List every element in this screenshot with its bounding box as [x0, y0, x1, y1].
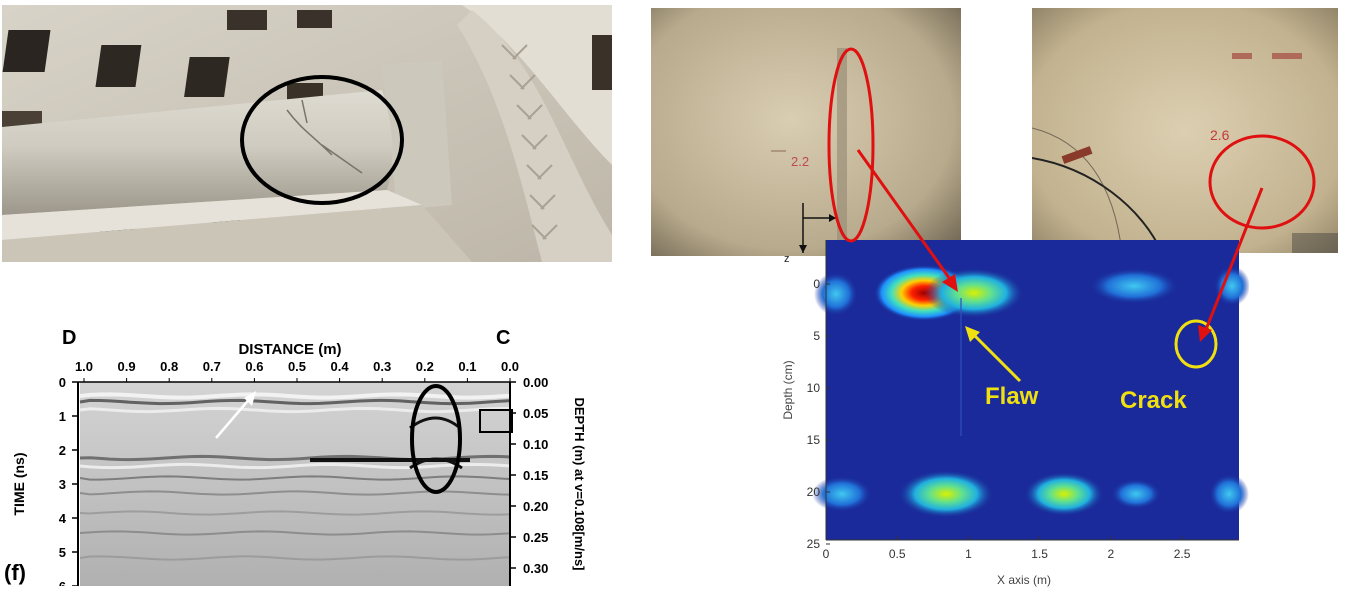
x-tick-label: 0.0 — [501, 359, 519, 374]
flaw-red-ellipse — [827, 47, 875, 243]
panel-label: (f) — [4, 560, 26, 585]
reflection-band — [79, 530, 511, 536]
y-left-tick-label: 3 — [59, 477, 66, 492]
x-tick-label: 0.2 — [416, 359, 434, 374]
y-left-tick-label: 4 — [59, 511, 67, 526]
heatmap-xlabel: X axis (m) — [997, 573, 1051, 587]
heatmap-y-tick-label: 5 — [813, 329, 820, 343]
wall-photo-crack: 2.6 — [1032, 8, 1338, 253]
heatmap-ylabel: Depth (cm) — [781, 360, 795, 419]
x-tick-label: 0.5 — [288, 359, 306, 374]
reflection-arrow — [215, 395, 253, 439]
x-tick-label: 0.6 — [245, 359, 263, 374]
label-d: D — [62, 327, 76, 349]
x-tick-label: 0.4 — [331, 359, 350, 374]
y-left-title: TIME (ns) — [11, 453, 27, 516]
heatmap-y-tick-label: 0 — [813, 277, 820, 291]
crack-highlight-ellipse — [240, 75, 404, 205]
reflection-band — [79, 406, 511, 414]
heatmap-x-tick-label: 2 — [1107, 547, 1114, 561]
x-tick-label: 0.9 — [118, 359, 136, 374]
flaw-arrow — [970, 331, 1022, 383]
radargram-image — [80, 382, 510, 586]
y-right-tick-label: 0.00 — [523, 375, 548, 390]
reflection-band — [79, 392, 511, 400]
reflection-band — [79, 398, 511, 406]
gpr-radargram: 1.00.90.80.70.60.50.40.30.20.10.00123456… — [4, 327, 587, 586]
heatmap-y-tick-label: 20 — [807, 485, 821, 499]
y-left-tick-label: 1 — [59, 409, 66, 424]
heatmap-y-tick-label: 15 — [807, 433, 821, 447]
heatmap-x-tick-label: 2.5 — [1174, 547, 1191, 561]
heatmap-y-tick-label: 25 — [807, 537, 821, 551]
crack-red-ellipse — [1208, 134, 1316, 230]
y-right-title: DEPTH (m) at v=0.108[m/ns] — [572, 397, 587, 570]
reflection-band — [79, 475, 511, 481]
flaw-red-arrow — [856, 149, 954, 283]
flaw-label: Flaw — [985, 383, 1039, 410]
heatmap-x-tick-label: 0 — [823, 547, 830, 561]
y-left-tick-label: 6 — [59, 579, 66, 586]
x-tick-label: 0.8 — [160, 359, 178, 374]
stone-column-photo — [2, 5, 612, 262]
y-left-tick-label: 2 — [59, 443, 66, 458]
axis-marker-z: z — [784, 253, 790, 265]
radargram-reflection-bands — [79, 392, 511, 561]
y-left-tick-label: 5 — [59, 545, 66, 560]
label-c: C — [496, 327, 510, 349]
y-right-tick-label: 0.10 — [523, 437, 548, 452]
crack-ellipse — [1174, 319, 1218, 369]
reflection-band — [79, 510, 511, 516]
heatmap-x-tick-label: 1.5 — [1031, 547, 1048, 561]
y-right-tick-label: 0.30 — [523, 561, 548, 576]
strong-reflector — [310, 458, 470, 462]
heatmap-x-tick-label: 1 — [965, 547, 972, 561]
wall-marker-left: 2.2 — [791, 154, 809, 169]
reflection-band — [79, 462, 511, 470]
y-right-tick-label: 0.25 — [523, 530, 548, 545]
crack-red-arrow — [1203, 187, 1264, 333]
y-right-tick-label: 0.15 — [523, 468, 548, 483]
x-tick-label: 0.7 — [203, 359, 221, 374]
reflection-band — [79, 555, 511, 561]
heatmap-x-tick-label: 0.5 — [889, 547, 906, 561]
flaw-crack-heatmap: 0 0.5 1 1.5 2 2.5 0 5 10 15 20 25 Depth (cm) X axis… — [781, 240, 1249, 587]
x-tick-label: 0.3 — [373, 359, 391, 374]
x-axis-title: DISTANCE (m) — [238, 341, 341, 358]
heatmap-y-tick-label: 10 — [807, 381, 821, 395]
wall-marker-right: 2.6 — [1210, 127, 1230, 143]
depth-marker-box — [479, 409, 513, 433]
x-tick-label: 0.1 — [458, 359, 476, 374]
crack-label: Crack — [1120, 387, 1187, 414]
x-tick-label: 1.0 — [75, 359, 93, 374]
wall-photo-flaw: 2.2 — [651, 8, 961, 256]
y-left-tick-label: 0 — [59, 375, 66, 390]
y-right-tick-label: 0.05 — [523, 406, 548, 421]
y-right-tick-label: 0.20 — [523, 499, 548, 514]
anomaly-ellipse — [410, 384, 462, 494]
